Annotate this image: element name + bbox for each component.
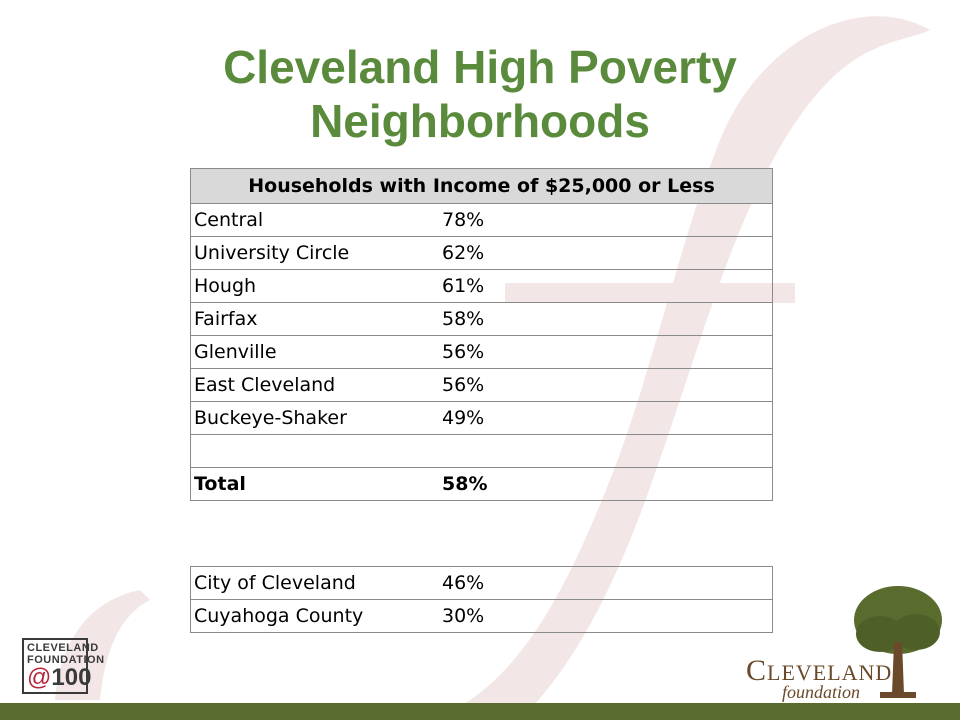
tree-icon [854, 586, 942, 698]
table-row: City of Cleveland 46% [190, 566, 773, 600]
table-row: East Cleveland 56% [190, 368, 773, 402]
cleveland-foundation-logo: CLEVELAND foundation [746, 582, 946, 702]
comparison-table: City of Cleveland 46% Cuyahoga County 30% [190, 566, 773, 633]
table-row: Hough 61% [190, 269, 773, 303]
table-row: Fairfax 58% [190, 302, 773, 336]
total-value: 58% [442, 473, 488, 495]
table-header: Households with Income of $25,000 or Les… [190, 168, 773, 204]
table-row: University Circle 62% [190, 236, 773, 270]
table-row: Central 78% [190, 203, 773, 237]
table-row: Cuyahoga County 30% [190, 599, 773, 633]
bottom-bar [0, 703, 960, 720]
poverty-table: Households with Income of $25,000 or Les… [190, 168, 773, 501]
cleveland-foundation-100-logo: CLEVELAND FOUNDATION @100 [22, 638, 104, 696]
page-title: Cleveland High Poverty Neighborhoods [223, 41, 737, 147]
total-row: Total 58% [190, 467, 773, 501]
table-row: Glenville 56% [190, 335, 773, 369]
empty-row [190, 434, 773, 468]
table-row: Buckeye-Shaker 49% [190, 401, 773, 435]
